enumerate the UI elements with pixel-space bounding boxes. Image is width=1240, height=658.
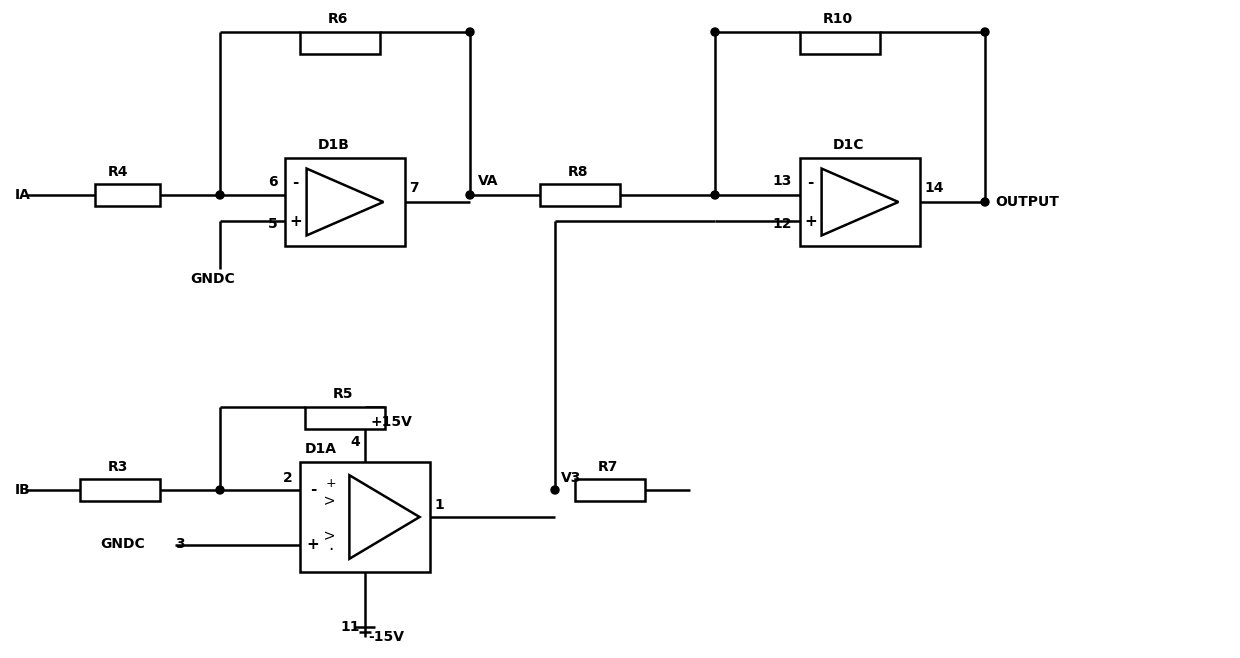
Text: D1A: D1A [305, 442, 337, 456]
Bar [285, 158, 405, 246]
Text: V3: V3 [560, 471, 582, 485]
Text: 3: 3 [175, 538, 185, 551]
Text: 6: 6 [268, 175, 278, 189]
Circle shape [711, 191, 719, 199]
Circle shape [981, 28, 990, 36]
Text: +: + [326, 477, 336, 490]
Polygon shape [306, 168, 383, 236]
Text: R4: R4 [108, 165, 128, 179]
Bar [575, 479, 645, 501]
Text: R5: R5 [332, 387, 353, 401]
Text: VA: VA [477, 174, 498, 188]
Text: 11: 11 [341, 620, 360, 634]
Text: 14: 14 [924, 181, 944, 195]
Circle shape [466, 28, 474, 36]
Text: IA: IA [15, 188, 31, 202]
Text: D1B: D1B [317, 138, 350, 152]
Text: V: V [325, 530, 337, 539]
Bar [800, 158, 920, 246]
Text: OUTPUT: OUTPUT [994, 195, 1059, 209]
Bar [95, 184, 160, 206]
Text: -: - [293, 175, 299, 190]
Circle shape [711, 28, 719, 36]
Text: R7: R7 [598, 460, 619, 474]
Text: GNDC: GNDC [100, 538, 145, 551]
Text: GNDC: GNDC [190, 272, 234, 286]
Circle shape [216, 191, 224, 199]
Text: R6: R6 [327, 12, 348, 26]
Bar [305, 407, 384, 429]
Text: +15V: +15V [370, 415, 412, 429]
Text: R3: R3 [108, 460, 128, 474]
Circle shape [466, 191, 474, 199]
Text: V: V [325, 495, 337, 504]
Text: +: + [289, 214, 303, 229]
Text: 7: 7 [409, 181, 419, 195]
Bar [81, 479, 160, 501]
Text: +: + [306, 537, 320, 552]
Bar [800, 32, 880, 54]
Text: 4: 4 [350, 435, 360, 449]
Bar [300, 462, 430, 572]
Text: 13: 13 [773, 174, 792, 188]
Text: IB: IB [15, 483, 31, 497]
Polygon shape [822, 168, 899, 236]
Circle shape [551, 486, 559, 494]
Bar [300, 32, 379, 54]
Text: -: - [807, 175, 813, 190]
Text: +: + [805, 214, 817, 229]
Text: ·: · [329, 540, 334, 559]
Text: R10: R10 [823, 12, 853, 26]
Polygon shape [350, 475, 419, 559]
Bar [539, 184, 620, 206]
Circle shape [981, 198, 990, 206]
Text: R8: R8 [568, 165, 588, 179]
Text: 1: 1 [434, 498, 444, 512]
Text: 2: 2 [283, 471, 293, 485]
Circle shape [216, 486, 224, 494]
Text: -15V: -15V [368, 630, 404, 644]
Text: D1C: D1C [833, 138, 864, 152]
Text: -: - [310, 482, 316, 497]
Text: 5: 5 [268, 217, 278, 232]
Text: 12: 12 [773, 217, 792, 232]
